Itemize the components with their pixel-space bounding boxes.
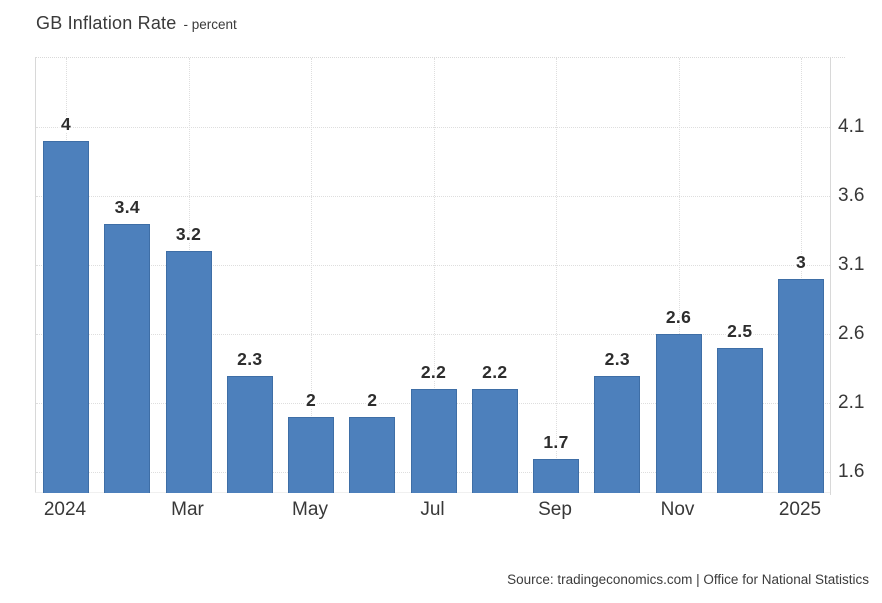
vertical-gridline — [433, 58, 435, 492]
source-attribution: Source: tradingeconomics.com | Office fo… — [507, 572, 869, 587]
bar-value-label: 2.2 — [420, 362, 447, 383]
horizontal-gridline — [36, 127, 830, 128]
bar-value-label: 2.3 — [237, 348, 263, 369]
bar-value-label: 2 — [305, 390, 317, 410]
bar-month-12[interactable] — [716, 348, 763, 493]
bar-value-label: 1.7 — [543, 431, 569, 452]
vertical-gridline — [801, 58, 802, 492]
bar-2025[interactable] — [778, 279, 824, 493]
bar-month-8[interactable] — [471, 389, 518, 493]
x-tick-label-Nov: Nov — [660, 499, 695, 520]
bar-value-label: 2.5 — [727, 321, 753, 341]
bar-value-label: 2.6 — [665, 307, 692, 328]
horizontal-gridline — [36, 196, 830, 198]
chart-subtitle: - percent — [183, 17, 237, 32]
x-tick-label-Sep: Sep — [538, 499, 572, 520]
bar-value-label: 2 — [367, 390, 378, 410]
plot-area: 4 3.4 3.2 2.3 2 2 2.2 2.2 1.7 2.3 2.6 2.5 3 — [35, 58, 830, 493]
bar-value-label: 3.2 — [175, 224, 202, 245]
bar-month-6[interactable] — [349, 417, 396, 493]
y-tick-label: 2.6 — [838, 323, 865, 345]
bar-Mar[interactable] — [165, 251, 212, 493]
bar-May[interactable] — [288, 417, 334, 493]
bar-month-4[interactable] — [226, 375, 273, 493]
bar-value-label: 3 — [795, 252, 807, 272]
bar-Sep[interactable] — [533, 458, 579, 493]
vertical-gridline — [311, 58, 312, 492]
y-tick-label: 3.1 — [838, 254, 865, 276]
x-tick-label-2025: 2025 — [778, 499, 822, 520]
chart-header: GB Inflation Rate - percent — [36, 13, 237, 34]
bar-month-2[interactable] — [104, 223, 151, 493]
bar-month-10[interactable] — [594, 375, 641, 493]
bar-value-label: 2.2 — [482, 362, 508, 383]
bar-value-label: 2.3 — [604, 348, 630, 369]
y-tick-label: 3.6 — [838, 185, 865, 207]
chart-title: GB Inflation Rate — [36, 13, 177, 33]
y-axis-line — [830, 58, 831, 495]
x-tick-label-Mar: Mar — [171, 499, 204, 520]
x-tick-label-Jul: Jul — [420, 499, 445, 520]
bar-Jul[interactable] — [410, 389, 457, 493]
bar-2024[interactable] — [43, 140, 89, 493]
y-tick-label: 1.6 — [838, 461, 865, 483]
bar-value-label: 4 — [60, 113, 72, 134]
x-tick-label-2024: 2024 — [43, 499, 87, 520]
y-tick-label: 2.1 — [838, 392, 865, 414]
horizontal-gridline — [36, 265, 830, 267]
bar-Nov[interactable] — [655, 334, 702, 493]
plot-top-border — [35, 57, 845, 58]
y-tick-label: 4.1 — [838, 116, 865, 137]
horizontal-gridline — [36, 334, 830, 336]
x-tick-label-May: May — [292, 499, 328, 520]
vertical-gridline — [678, 58, 680, 492]
vertical-gridline — [556, 58, 557, 492]
bar-value-label: 3.4 — [114, 196, 140, 217]
